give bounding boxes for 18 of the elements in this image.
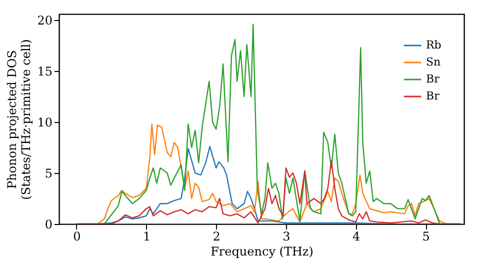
- y-axis-title: Phonon projected DOS (States/THz·primitive cell): [5, 39, 34, 200]
- x-tick-label: 1: [142, 230, 151, 244]
- x-tick-label: 5: [422, 230, 430, 244]
- legend-label: Rb: [426, 38, 442, 52]
- x-axis-title: Frequency (THz): [210, 244, 314, 258]
- x-tick-label: 3: [282, 230, 290, 244]
- x-tick-label: 2: [212, 230, 220, 244]
- x-tick-label: 4: [352, 230, 360, 244]
- line-series: [76, 160, 462, 224]
- legend-label: Br: [426, 72, 440, 86]
- legend-label: Br: [426, 90, 440, 102]
- legend-label: Sn: [426, 56, 441, 68]
- y-tick-label: 5: [44, 166, 52, 181]
- y-tick-label: 10: [37, 116, 52, 130]
- x-tick-label: 0: [73, 230, 81, 244]
- y-tick-label: 20: [37, 14, 52, 28]
- y-tick-label: 15: [37, 64, 52, 79]
- y-tick-label: 0: [44, 218, 52, 232]
